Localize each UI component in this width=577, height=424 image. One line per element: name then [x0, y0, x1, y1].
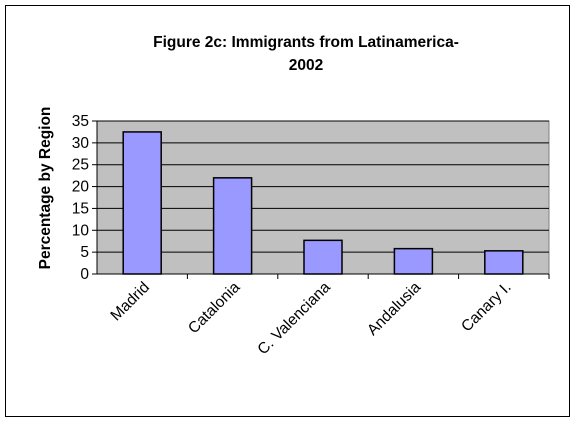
axes: [96, 121, 549, 275]
bar-canary-i: [484, 250, 524, 275]
bar-madrid: [122, 131, 162, 275]
y-tick-label: 10: [72, 222, 90, 239]
chart-title-line1: Figure 2c: Immigrants from Latinamerica-: [153, 34, 459, 51]
gridlines: [97, 120, 549, 253]
bar-c-valenciana: [303, 239, 343, 275]
bar-catalonia: [212, 177, 253, 275]
y-tick-label: 20: [72, 179, 90, 196]
x-category-label: Andalusia: [364, 279, 424, 339]
x-category-label: Catalonia: [185, 279, 244, 338]
x-category-label: Madrid: [107, 279, 153, 325]
x-category-label: C. Valenciana: [254, 279, 334, 359]
x-category-label: Canary I.: [458, 279, 514, 335]
y-tick-label: 5: [80, 244, 89, 261]
x-axis-categories: Madrid Catalonia C. Valenciana Andalusia Can…: [107, 274, 550, 359]
y-tick-label: 0: [80, 266, 89, 283]
y-tick-label: 25: [72, 157, 89, 174]
y-tick-label: 35: [72, 113, 89, 130]
bar-andalusia: [393, 247, 434, 275]
y-axis-title: Percentage by Region: [37, 107, 54, 270]
y-tick-label: 15: [72, 200, 89, 217]
chart-title-line2: 2002: [289, 57, 323, 74]
y-tick-label: 30: [72, 135, 90, 152]
y-axis-ticks: 0 5 10 15 20 25 30 35: [72, 113, 97, 283]
bar-series: [122, 131, 524, 275]
